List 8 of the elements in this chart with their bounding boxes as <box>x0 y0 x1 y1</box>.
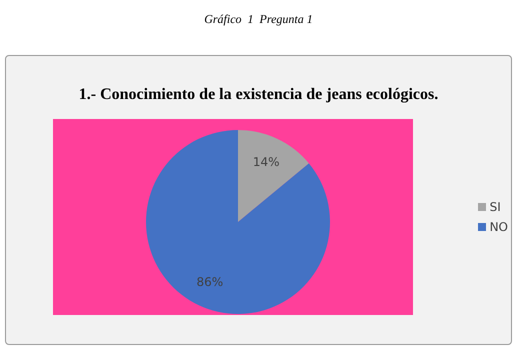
pie-slice <box>238 130 309 222</box>
chart-subtitle: Gráfico 1 Pregunta 1 <box>203 12 314 27</box>
legend-label: NO <box>490 220 508 234</box>
pie-slice <box>146 130 330 314</box>
data-label: 86% <box>196 274 224 289</box>
chart-title: 1.- Conocimiento de la existencia de jeans ecológicos. <box>78 86 440 104</box>
data-label: 14% <box>252 155 280 170</box>
legend-label: SI <box>490 200 501 214</box>
